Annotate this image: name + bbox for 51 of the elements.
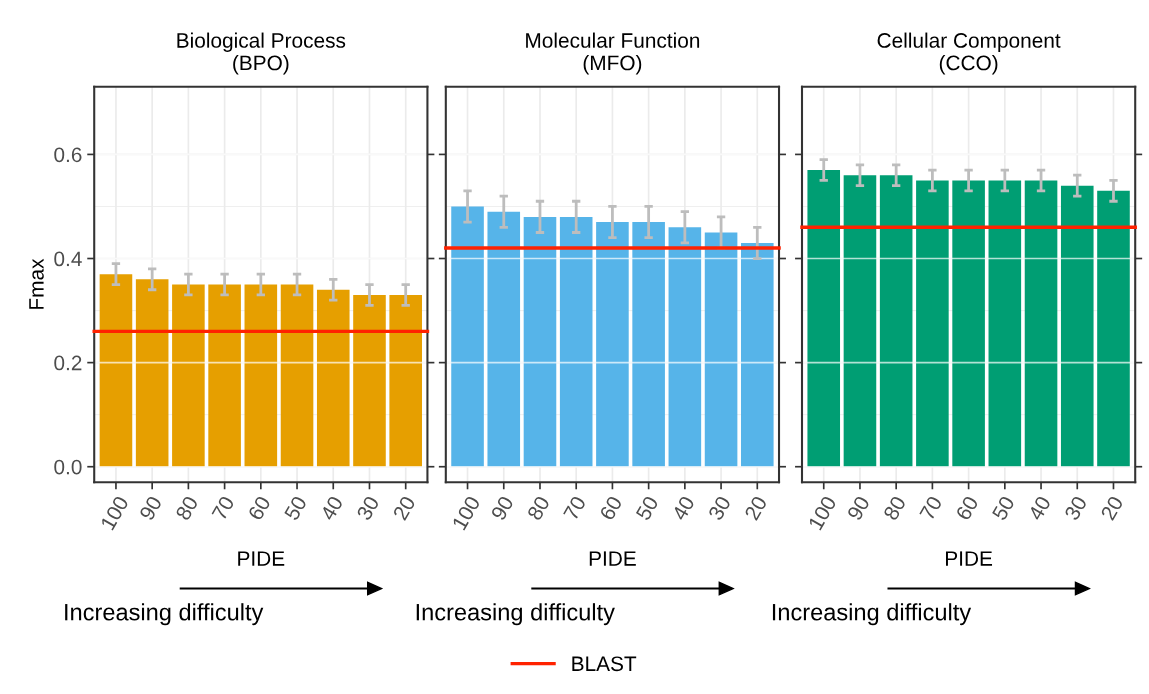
y-tick-label: 0.2 <box>54 355 82 371</box>
chart-title: Molecular Function (MFO) <box>526 32 700 75</box>
x-tick-label: 90 <box>490 495 514 522</box>
bar <box>487 211 521 467</box>
bar <box>451 206 484 467</box>
x-tick-label: 60 <box>955 495 979 521</box>
x-tick-label: 30 <box>356 495 380 522</box>
x-tick-label: 80 <box>882 495 907 522</box>
bar <box>559 216 593 467</box>
x-tick-label: 30 <box>707 495 732 522</box>
bar <box>596 222 629 467</box>
x-tick-label: 20 <box>392 495 416 521</box>
text: Increasing difficulty <box>65 603 264 626</box>
y-axis-title: Fmax <box>29 258 44 309</box>
x-tick-label: 40 <box>1027 495 1052 522</box>
x-tick-label: 30 <box>1063 495 1088 522</box>
bar <box>523 216 557 467</box>
x-tick-label: 70 <box>211 495 235 521</box>
x-axis-title: PIDE <box>589 551 636 566</box>
x-tick-label: 50 <box>991 495 1016 522</box>
x-axis-title: PIDE <box>238 551 285 566</box>
bar <box>704 232 738 467</box>
x-tick-label: 70 <box>919 495 943 521</box>
x-tick-label: 60 <box>247 495 272 521</box>
y-tick-label: 0.4 <box>54 251 82 267</box>
x-tick-label: 100 <box>100 495 130 531</box>
x-tick-label: 20 <box>1100 495 1124 521</box>
bar <box>668 227 702 467</box>
x-tick-label: 50 <box>635 495 659 522</box>
x-tick-label: 70 <box>563 495 587 521</box>
bar <box>632 222 665 467</box>
y-tick-label: 0.0 <box>54 459 82 475</box>
x-tick-label: 40 <box>319 495 344 522</box>
text: Increasing difficulty <box>772 603 972 626</box>
chart-title: Cellular Component (CCO) <box>877 32 1061 75</box>
x-tick-label: 20 <box>744 495 768 521</box>
x-tick-label: 80 <box>175 495 199 522</box>
x-tick-label: 80 <box>526 495 551 522</box>
x-tick-label: 100 <box>451 495 481 531</box>
x-axis-title: PIDE <box>946 551 993 566</box>
legend-label: BLAST <box>572 656 637 672</box>
x-tick-label: 90 <box>846 495 871 522</box>
x-tick-label: 100 <box>807 495 837 531</box>
x-tick-label: 90 <box>138 495 163 522</box>
text: Increasing difficulty <box>416 603 615 626</box>
x-tick-label: 50 <box>283 495 308 522</box>
chart-title: Biological Process (BPO) <box>177 32 346 75</box>
bar <box>740 242 774 467</box>
x-tick-label: 40 <box>671 495 696 522</box>
y-tick-label: 0.6 <box>54 147 82 163</box>
x-tick-label: 60 <box>599 495 623 521</box>
